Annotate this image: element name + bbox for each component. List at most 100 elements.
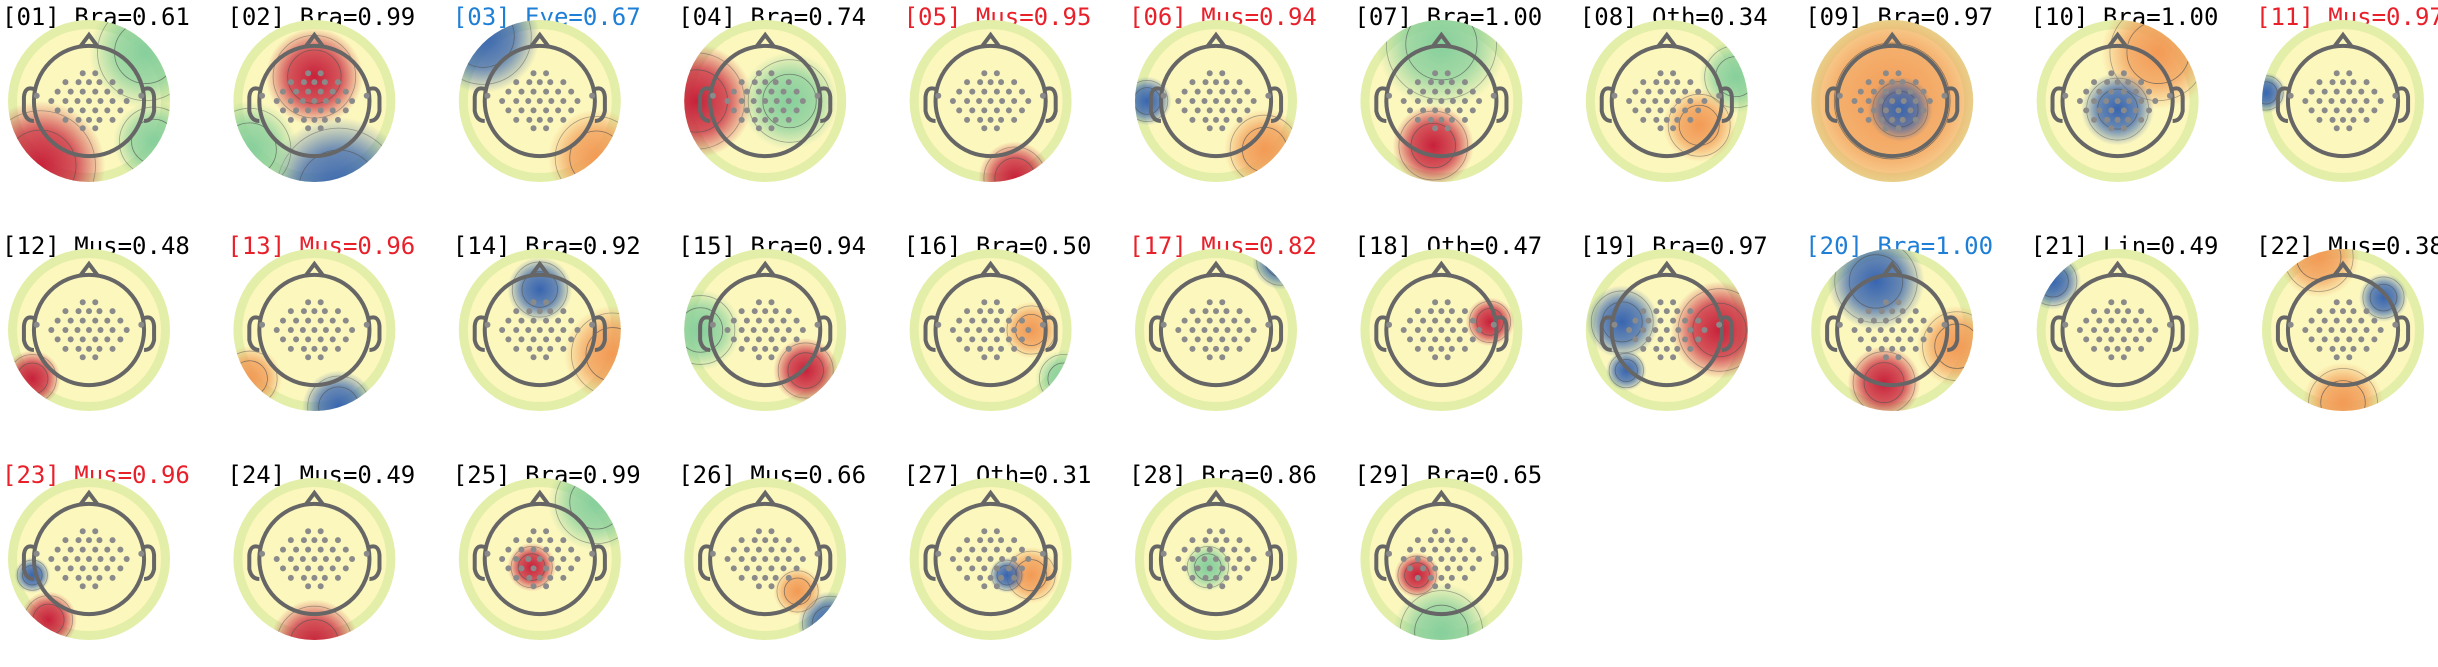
electrode — [750, 327, 757, 333]
ear-right — [2172, 315, 2185, 352]
electrode — [79, 125, 86, 132]
electrode — [342, 565, 349, 572]
electrode — [2316, 327, 2323, 333]
electrode — [814, 321, 821, 328]
electrode — [2083, 336, 2090, 343]
ear-left — [247, 315, 260, 352]
electrode — [513, 79, 520, 86]
electrode — [2302, 98, 2309, 104]
electrode — [2091, 98, 2098, 104]
topomap — [909, 249, 1072, 411]
contour — [811, 605, 847, 640]
electrode — [259, 92, 266, 99]
electrode — [1018, 317, 1025, 324]
head-outline — [1158, 501, 1274, 617]
electrode — [1907, 336, 1914, 343]
electrode — [964, 556, 971, 562]
electrode — [2132, 88, 2139, 95]
electrode — [2103, 327, 2110, 333]
electrode — [1456, 546, 1463, 553]
electrode — [311, 327, 318, 333]
electrode — [317, 88, 324, 95]
electrode — [92, 299, 99, 306]
topomap — [233, 478, 396, 640]
electrode — [2125, 116, 2132, 123]
electrode — [1870, 107, 1877, 114]
electrode — [2328, 327, 2335, 333]
electrode — [543, 125, 550, 132]
electrode — [730, 107, 737, 114]
electrode — [2329, 345, 2336, 352]
electrode — [1870, 336, 1877, 343]
electrode — [1244, 546, 1251, 553]
electrode — [2333, 354, 2340, 361]
electrode — [1670, 125, 1677, 132]
electrode — [1865, 327, 1872, 333]
electrode — [1444, 299, 1451, 306]
electrode — [342, 88, 349, 95]
head-outline — [1609, 43, 1724, 159]
electrode — [993, 88, 1000, 95]
electrode — [526, 79, 533, 86]
electrode — [1407, 336, 1414, 343]
electrode — [1695, 107, 1702, 114]
electrode — [321, 116, 328, 123]
contour — [276, 127, 396, 182]
electrode — [2363, 98, 2370, 104]
electrode — [2321, 107, 2328, 114]
electrode — [293, 336, 300, 343]
electrode — [1438, 308, 1445, 315]
ear-left — [21, 86, 35, 123]
electrode — [1878, 116, 1885, 123]
electrode — [1877, 98, 1884, 104]
topomap — [458, 249, 621, 411]
electrode — [2351, 327, 2358, 333]
electrode — [1236, 79, 1243, 86]
electrode — [2346, 88, 2353, 95]
electrode — [1851, 327, 1858, 333]
electrode — [1899, 308, 1906, 315]
electrode — [1432, 107, 1439, 114]
electrode — [1461, 308, 1468, 315]
electrode — [1687, 98, 1694, 104]
electrode — [2145, 107, 2152, 114]
electrode — [530, 107, 537, 114]
electrode — [74, 327, 81, 333]
electrode — [2333, 336, 2340, 343]
electrode — [505, 317, 512, 324]
electrode — [1438, 327, 1445, 333]
electrode — [1202, 537, 1209, 544]
electrode — [1181, 88, 1188, 95]
field-blob — [302, 370, 376, 411]
electrode — [1456, 88, 1463, 95]
electrode — [755, 125, 762, 132]
electrode — [1407, 546, 1414, 553]
electrode — [1236, 574, 1243, 581]
electrode — [785, 537, 792, 544]
electrode — [999, 327, 1006, 333]
electrode — [2138, 116, 2145, 123]
electrode — [2340, 98, 2346, 104]
electrode — [1224, 98, 1231, 104]
topomap — [1360, 20, 1523, 182]
electrode — [363, 92, 370, 99]
electrode — [738, 98, 745, 104]
electrode — [772, 116, 779, 123]
electrode — [793, 88, 800, 95]
electrode — [280, 546, 287, 553]
electrode — [2152, 327, 2159, 333]
electrode — [92, 354, 99, 361]
ear-right — [1946, 86, 1960, 123]
electrode — [300, 116, 307, 123]
electrode — [334, 574, 341, 581]
electrode — [62, 537, 69, 544]
electrode — [109, 345, 116, 352]
electrode — [1461, 116, 1468, 123]
electrode — [999, 556, 1006, 562]
electrode — [1420, 565, 1427, 572]
electrode — [2096, 317, 2103, 324]
electrode — [2316, 98, 2323, 104]
electrode — [755, 583, 762, 590]
electrode — [1213, 345, 1219, 352]
electrode — [964, 116, 971, 123]
